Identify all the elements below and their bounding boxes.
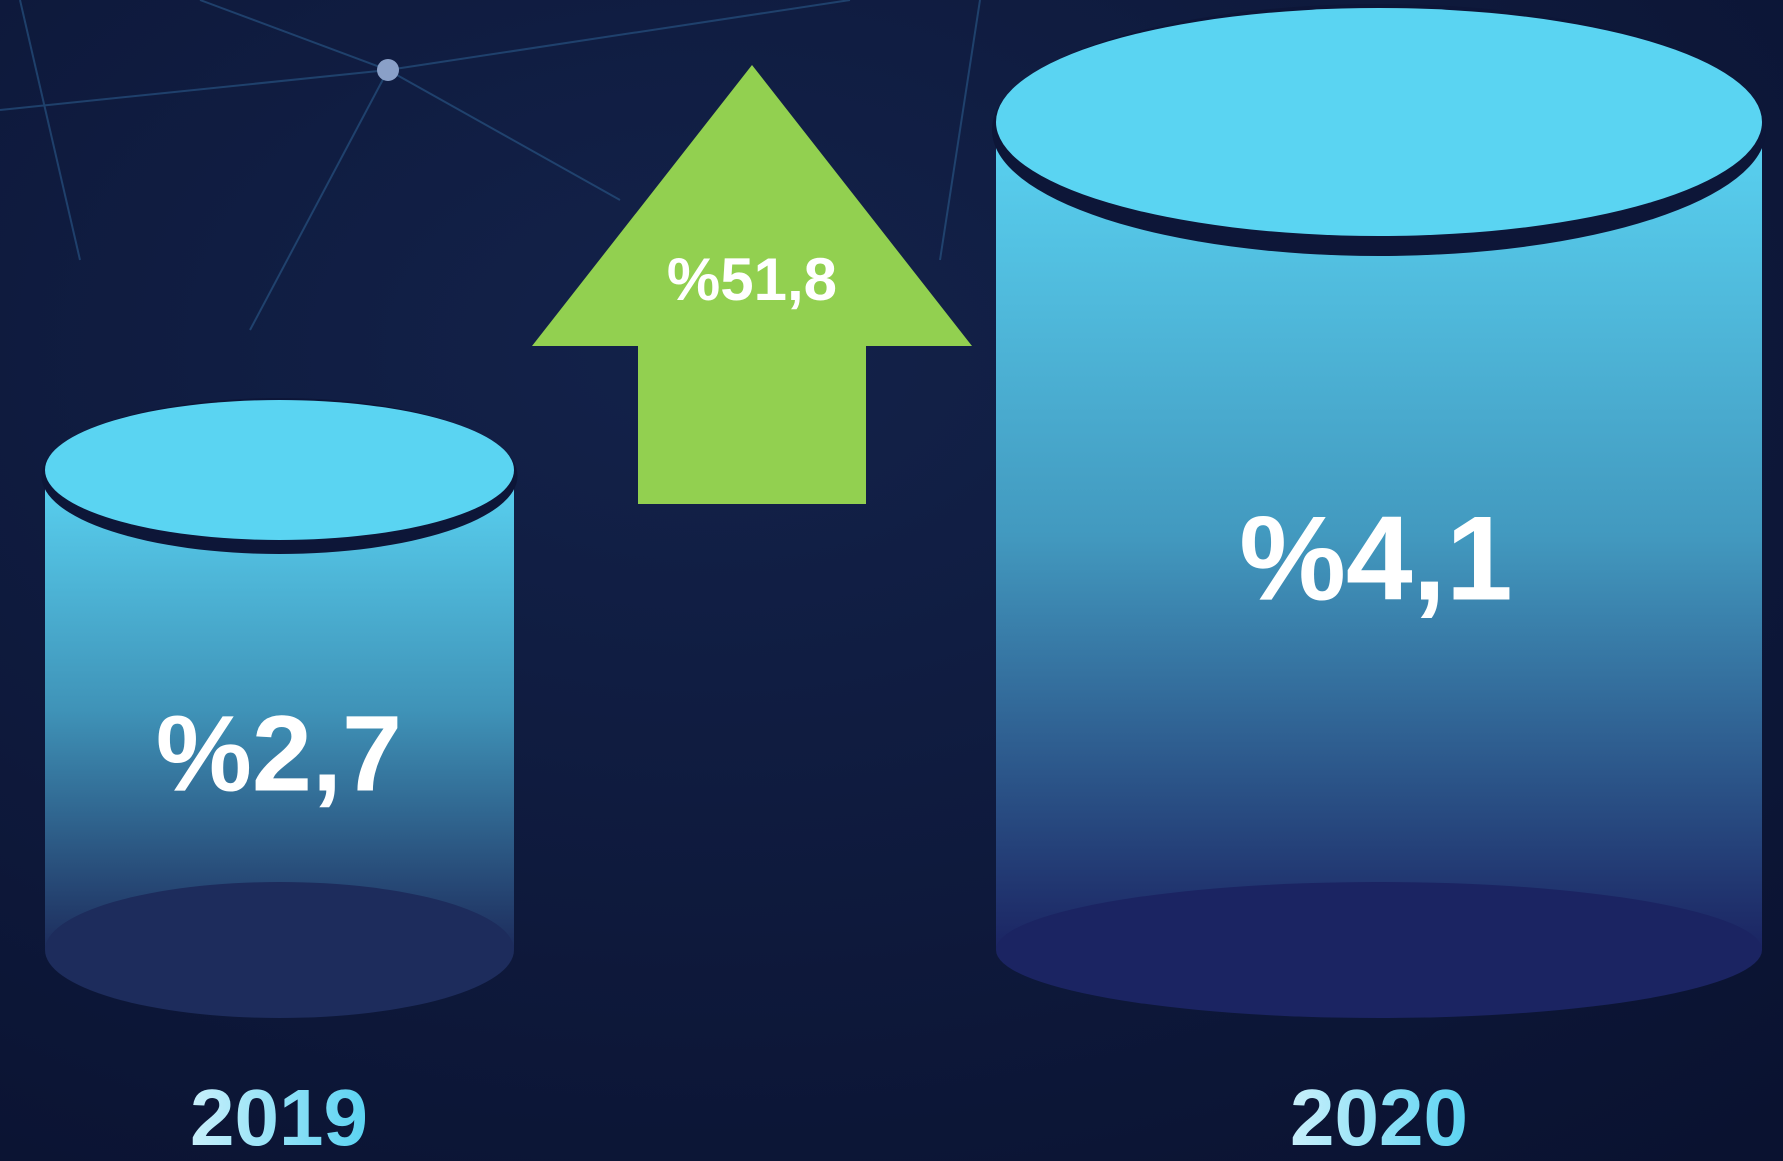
- year-label: 2020: [1290, 1073, 1468, 1161]
- value-label: %4,1: [1239, 492, 1513, 626]
- cylinder-2019: [41, 398, 518, 1018]
- network-node: [377, 59, 399, 81]
- change-label: %51,8: [667, 246, 837, 313]
- up-arrow: [532, 65, 972, 504]
- cylinder-2020: [992, 4, 1766, 1018]
- value-label: %2,7: [156, 693, 402, 814]
- network-lines: [0, 0, 981, 331]
- year-label: 2019: [190, 1073, 368, 1161]
